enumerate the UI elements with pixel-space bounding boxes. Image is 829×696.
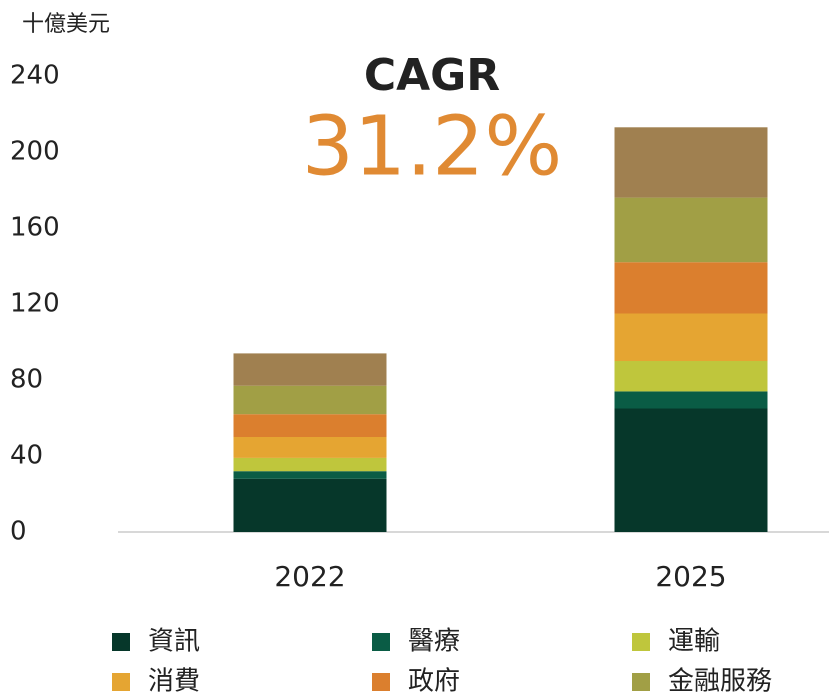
legend-label: 醫療 xyxy=(408,627,460,657)
legend-label: 政府 xyxy=(408,667,460,696)
bar-segment xyxy=(614,313,768,361)
legend-swatch xyxy=(632,673,650,691)
x-tick-label: 2022 xyxy=(274,560,345,593)
legend-swatch xyxy=(112,633,130,651)
bar-segment xyxy=(614,262,768,314)
y-tick-label: 120 xyxy=(10,289,60,319)
y-tick-label: 200 xyxy=(10,137,60,167)
annotation: 31.2% xyxy=(302,99,563,194)
y-tick-label: 40 xyxy=(10,441,43,471)
bar-segment xyxy=(233,353,387,386)
legend-label: 消費 xyxy=(148,667,200,696)
legend-label: 運輸 xyxy=(668,627,720,657)
bar-segment xyxy=(614,127,768,198)
bar-segment xyxy=(614,197,768,263)
bar-segment xyxy=(233,385,387,415)
legend-label: 金融服務 xyxy=(668,667,772,696)
legend-swatch xyxy=(632,633,650,651)
y-tick-label: 80 xyxy=(10,365,43,395)
bar-segment xyxy=(233,414,387,437)
legend-swatch xyxy=(112,673,130,691)
bar-segment xyxy=(233,437,387,458)
bar-segment xyxy=(614,361,768,392)
bar-segment xyxy=(233,457,387,472)
y-tick-label: 160 xyxy=(10,213,60,243)
legend-swatch xyxy=(372,673,390,691)
bar-segment xyxy=(233,478,387,532)
bar-segment xyxy=(614,408,768,532)
unit-label: 十億美元 xyxy=(22,12,110,37)
y-tick-label: 240 xyxy=(10,61,60,91)
legend-label: 資訊 xyxy=(148,627,200,657)
x-tick-label: 2025 xyxy=(655,560,726,593)
bar-segment xyxy=(614,391,768,409)
legend-swatch xyxy=(372,633,390,651)
annotation: CAGR xyxy=(364,50,500,101)
y-tick-label: 0 xyxy=(10,517,27,547)
bar-segment xyxy=(233,471,387,479)
